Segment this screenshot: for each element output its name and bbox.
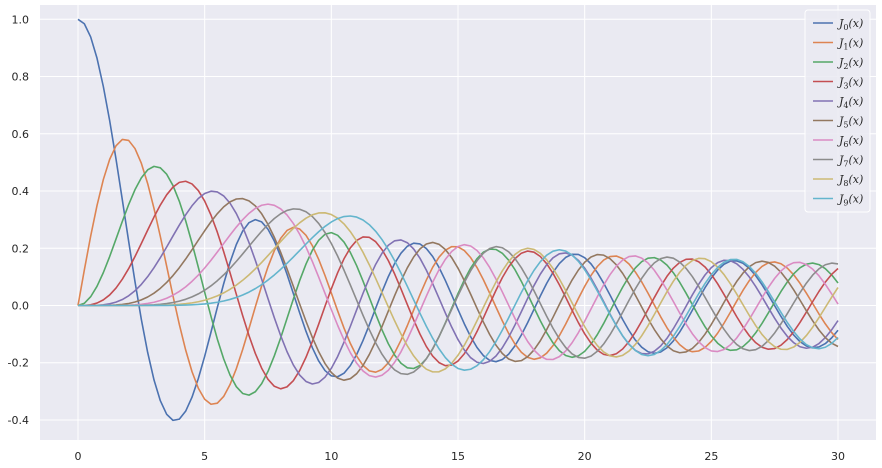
- y-tick-label: 0.6: [12, 128, 30, 141]
- y-tick-label: 1.0: [12, 13, 30, 26]
- series-line-j4: [78, 190, 839, 385]
- legend-label-j8: J8(x): [837, 173, 863, 188]
- y-tick-label: -0.4: [8, 414, 29, 427]
- series-line-j7: [78, 208, 839, 376]
- legend-box: [804, 9, 871, 213]
- y-tick-label: -0.2: [8, 357, 29, 370]
- x-tick-label: 20: [578, 450, 592, 463]
- legend-label-j2: J2(x): [837, 56, 863, 71]
- legend-label-j5: J5(x): [837, 115, 863, 130]
- x-axis-tick-labels: 0 5 10 15 20 25 30: [75, 450, 846, 463]
- legend-label-j1: J1(x): [837, 37, 863, 52]
- series-line-j6: [78, 203, 839, 378]
- series-lines: [77, 18, 839, 422]
- series-line-j8: [78, 212, 839, 373]
- grid-lines: [40, 5, 876, 440]
- x-tick-label: 10: [324, 450, 338, 463]
- y-tick-label: 0.0: [12, 299, 30, 312]
- y-tick-label: 0.8: [12, 71, 30, 84]
- x-tick-label: 30: [831, 450, 845, 463]
- legend-label-j9: J9(x): [837, 193, 863, 208]
- x-tick-label: 15: [451, 450, 465, 463]
- series-line-j2: [77, 165, 839, 396]
- legend-label-j4: J4(x): [837, 95, 863, 110]
- y-axis-tick-labels: -0.4 -0.2 0.0 0.2 0.4 0.6 0.8 1.0: [8, 13, 29, 427]
- legend-label-j6: J6(x): [837, 134, 863, 149]
- series-line-j9: [78, 215, 839, 371]
- series-line-j5: [78, 197, 839, 381]
- legend: J0(x) J1(x) J2(x) J3(x) J4(x) J5(x) J6(x) J7(x)…: [804, 9, 871, 213]
- x-tick-label: 25: [704, 450, 718, 463]
- y-tick-label: 0.2: [12, 242, 30, 255]
- x-tick-label: 5: [201, 450, 208, 463]
- legend-label-j0: J0(x): [837, 17, 863, 32]
- series-line-j0: [77, 18, 839, 422]
- x-tick-label: 0: [75, 450, 82, 463]
- legend-label-j7: J7(x): [837, 154, 863, 169]
- y-tick-label: 0.4: [12, 185, 30, 198]
- legend-label-j3: J3(x): [837, 76, 863, 91]
